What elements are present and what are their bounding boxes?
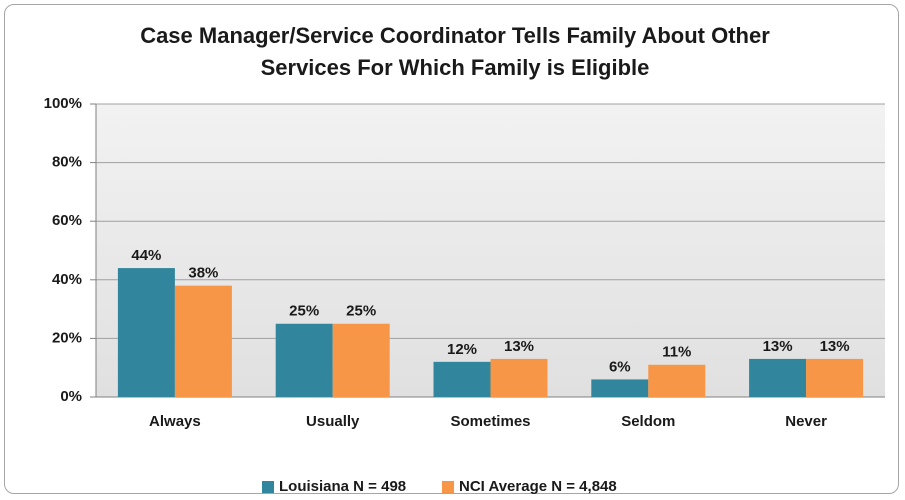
value-label: 25%: [289, 303, 319, 320]
value-label: 13%: [820, 338, 850, 355]
x-tick-label: Sometimes: [450, 413, 530, 430]
chart-title: Case Manager/Service Coordinator Tells F…: [140, 23, 770, 80]
legend-label: Louisiana N = 498: [279, 478, 406, 495]
bar: [490, 358, 548, 397]
chart-frame: [4, 4, 899, 494]
y-tick-label: 40%: [52, 271, 82, 288]
legend-label: NCI Average N = 4,848: [459, 478, 617, 495]
x-tick-label: Always: [149, 413, 201, 430]
bar: [749, 358, 807, 397]
value-label: 12%: [447, 341, 477, 358]
value-label: 13%: [504, 338, 534, 355]
x-tick-label: Usually: [306, 413, 360, 430]
y-tick-label: 60%: [52, 212, 82, 229]
bar: [433, 361, 491, 397]
x-tick-label: Seldom: [621, 413, 675, 430]
bar: [806, 358, 864, 397]
value-label: 38%: [188, 265, 218, 282]
y-tick-label: 20%: [52, 329, 82, 346]
bar: [117, 268, 175, 397]
legend-swatch: [442, 481, 454, 493]
value-label: 25%: [346, 303, 376, 320]
legend-swatch: [262, 481, 274, 493]
bar: [174, 285, 232, 397]
bar: [332, 323, 390, 397]
y-tick-label: 80%: [52, 154, 82, 171]
y-tick-label: 100%: [44, 95, 82, 112]
value-label: 11%: [662, 344, 691, 361]
x-tick-label: Never: [785, 413, 827, 430]
bar: [648, 364, 706, 397]
y-tick-label: 0%: [60, 388, 82, 405]
bar: [275, 323, 333, 397]
value-label: 6%: [609, 358, 631, 375]
bar: [591, 379, 649, 397]
value-label: 13%: [763, 338, 793, 355]
value-label: 44%: [131, 247, 161, 264]
